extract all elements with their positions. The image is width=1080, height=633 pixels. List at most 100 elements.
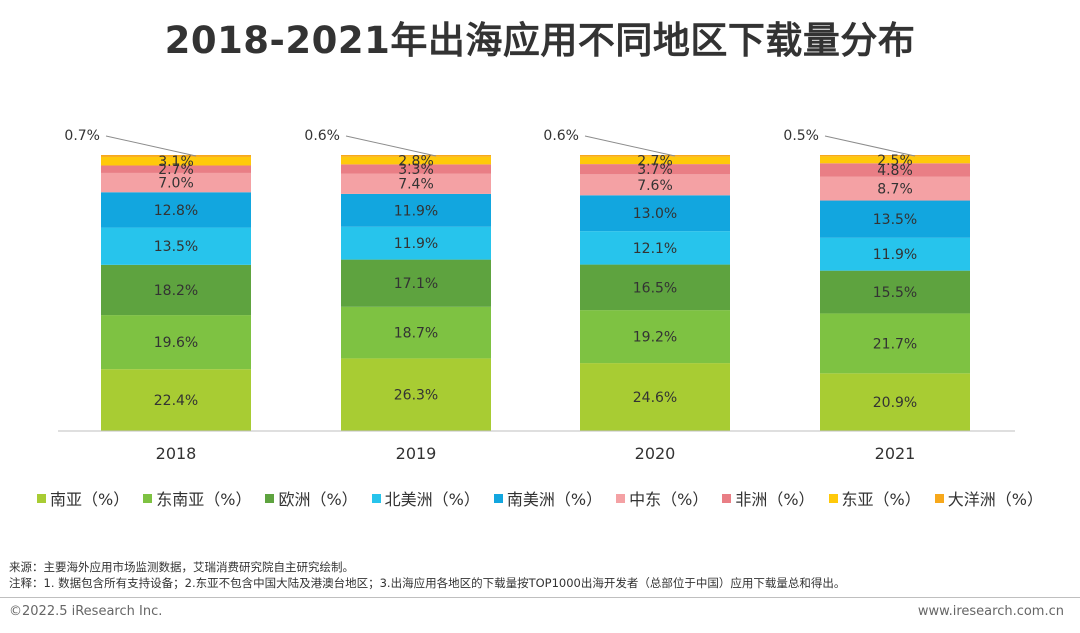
bar-segment-southeast_asia-2021 — [820, 313, 970, 374]
bar-segment-east_asia-2021 — [820, 156, 970, 164]
bar-segment-middle_east-2021 — [820, 176, 970, 201]
bar-segment-south_america-2019 — [341, 193, 491, 227]
bar-segment-oceania-2018 — [101, 155, 251, 157]
leader-line-oceania-2021 — [824, 135, 916, 157]
data-label-southeast_asia-2018: 19.6% — [154, 335, 198, 351]
data-label-middle_east-2021: 8.7% — [877, 182, 913, 198]
bar-segment-southeast_asia-2020 — [580, 310, 730, 364]
bar-segment-europe-2018 — [101, 264, 251, 316]
bar-segment-east_asia-2018 — [101, 156, 251, 166]
legend-swatch-east_asia — [828, 493, 838, 503]
data-label-south_america-2021: 13.5% — [873, 212, 917, 228]
legend-label-oceania: 大洋洲（%） — [947, 490, 1043, 509]
legend: 南亚（%） 东南亚（%） 欧洲（%） 北美洲（%） 南美洲（%） 中东（%） 非洲（%） 东亚… — [0, 486, 1080, 510]
data-label-south_america-2020: 13.0% — [633, 206, 677, 222]
bar-segment-middle_east-2018 — [101, 172, 251, 193]
bar-segment-north_america-2021 — [820, 237, 970, 271]
legend-item-europe: 欧洲（%） — [265, 486, 358, 510]
legend-item-east_asia: 东亚（%） — [828, 486, 921, 510]
data-label-southeast_asia-2021: 21.7% — [873, 336, 917, 352]
data-label-europe-2019: 17.1% — [394, 276, 438, 292]
data-label-south_asia-2018: 22.4% — [154, 393, 198, 409]
legend-swatch-middle_east — [616, 493, 626, 503]
leader-line-oceania-2019 — [345, 135, 437, 157]
data-label-oceania-2020: 0.6% — [543, 128, 579, 144]
data-label-south_america-2018: 12.8% — [154, 203, 198, 219]
bar-segment-europe-2020 — [580, 264, 730, 311]
data-label-southeast_asia-2020: 19.2% — [633, 330, 677, 346]
bar-segment-south_america-2020 — [580, 195, 730, 232]
labels-layer: 22.4%19.6%18.2%13.5%12.8%7.0%2.7%3.1%0.7… — [64, 128, 917, 463]
data-label-oceania-2021: 0.5% — [783, 128, 819, 144]
legend-swatch-south_asia — [37, 493, 47, 503]
data-label-north_america-2021: 11.9% — [873, 247, 917, 263]
data-label-europe-2021: 15.5% — [873, 285, 917, 301]
legend-swatch-oceania — [934, 493, 944, 503]
legend-item-southeast_asia: 东南亚（%） — [143, 486, 251, 510]
bar-segment-south_america-2021 — [820, 200, 970, 238]
data-label-south_asia-2019: 26.3% — [394, 388, 438, 404]
legend-item-south_america: 南美洲（%） — [493, 486, 603, 510]
footnote: 注释：1. 数据包含所有支持设备；2.东亚不包含中国大陆及港澳台地区；3.出海应… — [9, 576, 846, 590]
source-note: 来源：主要海外应用市场监测数据，艾瑞消费研究院自主研究绘制。 — [9, 560, 354, 574]
legend-label-africa: 非洲（%） — [735, 490, 815, 509]
legend-swatch-southeast_asia — [143, 493, 153, 503]
legend-item-north_america: 北美洲（%） — [371, 486, 480, 510]
legend-item-africa: 非洲（%） — [722, 486, 815, 510]
data-label-south_asia-2020: 24.6% — [633, 390, 677, 406]
legend-item-south_asia: 南亚（%） — [37, 486, 129, 510]
legend-label-south_asia: 南亚（%） — [50, 490, 130, 509]
legend-label-north_america: 北美洲（%） — [384, 490, 480, 509]
data-label-east_asia-2020: 2.7% — [637, 153, 673, 169]
legend-item-middle_east: 中东（%） — [616, 486, 708, 510]
data-label-africa-2019: 3.3% — [398, 162, 434, 178]
website-link[interactable]: www.iresearch.com.cn — [917, 604, 1064, 619]
bar-segment-south_asia-2020 — [580, 363, 730, 431]
data-label-southeast_asia-2019: 18.7% — [394, 326, 438, 342]
data-label-oceania-2018: 0.7% — [64, 128, 100, 144]
data-label-middle_east-2019: 7.4% — [398, 177, 434, 193]
data-label-north_america-2019: 11.9% — [394, 236, 438, 252]
data-label-south_asia-2021: 20.9% — [873, 395, 917, 411]
bar-segment-oceania-2021 — [820, 155, 970, 157]
data-label-oceania-2019: 0.6% — [304, 128, 340, 144]
leader-line-oceania-2018 — [105, 135, 197, 157]
data-label-middle_east-2020: 7.6% — [637, 178, 673, 194]
bar-segment-north_america-2018 — [101, 227, 251, 265]
bars-layer — [101, 155, 970, 431]
legend-label-east_asia: 东亚（%） — [841, 490, 921, 509]
bar-segment-middle_east-2019 — [341, 173, 491, 194]
bar-segment-africa-2019 — [341, 164, 491, 174]
x-tick-label-2019: 2019 — [396, 444, 437, 463]
data-label-middle_east-2018: 7.0% — [158, 176, 194, 192]
legend-swatch-europe — [265, 493, 275, 503]
bar-segment-africa-2020 — [580, 164, 730, 175]
bar-segment-north_america-2020 — [580, 231, 730, 265]
bar-segment-south_america-2018 — [101, 192, 251, 228]
footer-divider — [0, 597, 1080, 598]
bar-segment-europe-2021 — [820, 270, 970, 314]
data-label-north_america-2018: 13.5% — [154, 239, 198, 255]
bar-segment-africa-2018 — [101, 165, 251, 173]
bar-segment-oceania-2019 — [341, 155, 491, 157]
bar-segment-europe-2019 — [341, 259, 491, 307]
bar-segment-southeast_asia-2019 — [341, 306, 491, 359]
chart-title: 2018-2021年出海应用不同地区下载量分布 — [164, 19, 916, 62]
bar-segment-africa-2021 — [820, 163, 970, 177]
legend-label-europe: 欧洲（%） — [278, 490, 358, 509]
bar-segment-south_asia-2019 — [341, 358, 491, 431]
bar-segment-south_asia-2021 — [820, 373, 970, 431]
data-label-europe-2020: 16.5% — [633, 280, 677, 296]
bar-segment-middle_east-2020 — [580, 174, 730, 196]
legend-item-oceania: 大洋洲（%） — [934, 486, 1043, 510]
legend-label-south_america: 南美洲（%） — [506, 490, 603, 509]
data-label-south_america-2019: 11.9% — [394, 203, 438, 219]
data-label-africa-2020: 3.7% — [637, 162, 673, 178]
legend-label-southeast_asia: 东南亚（%） — [156, 490, 252, 509]
data-label-east_asia-2021: 2.5% — [877, 153, 913, 169]
bar-segment-east_asia-2019 — [341, 156, 491, 165]
data-label-africa-2021: 4.8% — [877, 163, 913, 179]
legend-swatch-africa — [722, 493, 732, 503]
bar-segment-south_asia-2018 — [101, 369, 251, 431]
bar-segment-east_asia-2020 — [580, 156, 730, 165]
